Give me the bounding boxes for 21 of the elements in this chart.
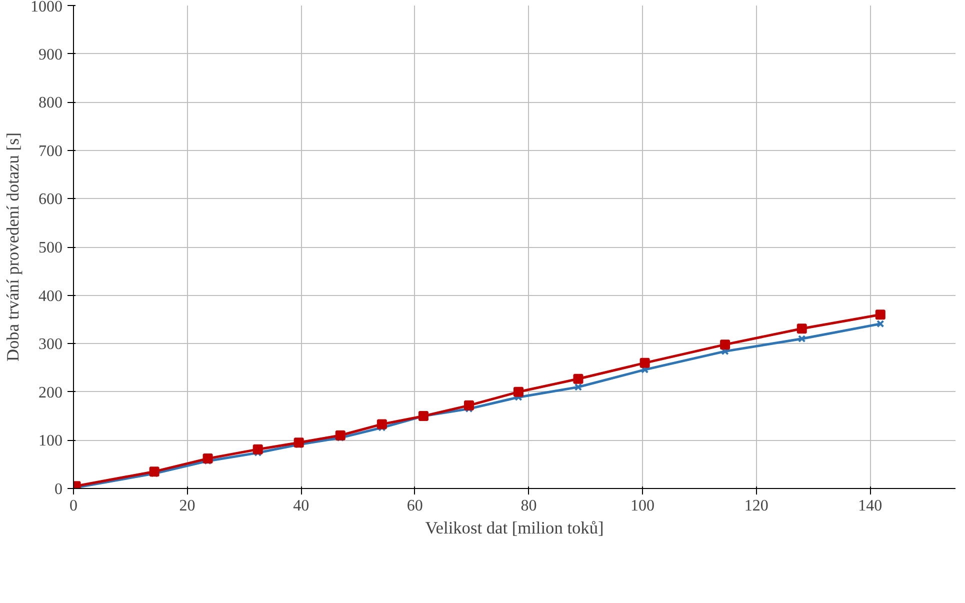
x-tick-label: 80 (520, 498, 537, 514)
y-tick-label: 700 (38, 142, 62, 160)
y-tick-label: 1000 (30, 0, 62, 16)
x-tick-label: 0 (70, 498, 78, 514)
y-axis-title: Doba trvání provedení dotazu [s] (4, 132, 22, 362)
x-tick-label: 100 (630, 498, 655, 514)
y-tick-label: 400 (38, 288, 62, 305)
y-tick-label: 800 (38, 94, 62, 112)
x-tick-label: 20 (179, 498, 196, 514)
x-tick-label: 140 (858, 498, 882, 514)
y-tick-label: 200 (38, 384, 62, 402)
x-axis-title: Velikost dat [milion toků] (425, 518, 604, 538)
x-tick-label: 60 (406, 498, 423, 514)
y-tick-label: 100 (38, 432, 62, 450)
y-tick-label: 500 (38, 240, 62, 256)
y-tick-label: 600 (38, 191, 62, 208)
x-tick-label: 120 (744, 498, 768, 514)
x-tick-label: 40 (293, 498, 310, 514)
y-tick-label: 300 (38, 336, 62, 354)
y-tick-label: 0 (54, 481, 62, 498)
y-tick-label: 900 (38, 46, 62, 64)
